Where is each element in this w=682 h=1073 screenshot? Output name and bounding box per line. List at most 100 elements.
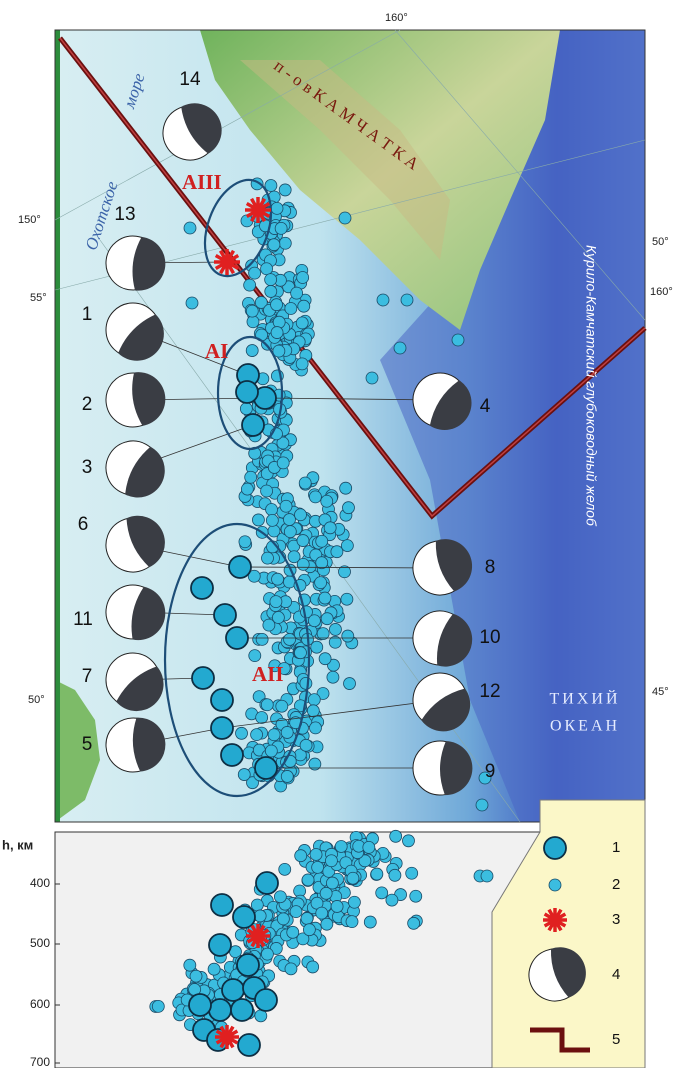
zone-label: AII [252,662,284,686]
event [285,963,297,975]
event [316,535,328,547]
large-event [237,954,259,976]
event [329,623,341,635]
event [208,963,220,975]
event [390,830,402,842]
event [251,729,263,741]
event [261,485,273,497]
large-event [214,604,236,626]
event [331,546,343,558]
mechanism-label: 6 [78,514,89,535]
legend-label: 5 [612,1031,620,1048]
zone-label: AI [205,339,228,363]
event [252,514,264,526]
graticule-label: 160° [650,286,673,298]
event [261,948,273,960]
event [339,212,351,224]
event [290,906,302,918]
event [268,239,280,251]
mechanism-label: 5 [82,734,93,755]
event [297,558,309,570]
event [341,593,353,605]
legend-label: 3 [612,911,620,928]
event [279,863,291,875]
event [371,868,383,880]
legend-label: 2 [612,876,620,893]
large-event [191,577,213,599]
event [549,879,561,891]
large-event [226,627,248,649]
event [296,317,308,329]
event [307,705,319,717]
event [335,840,347,852]
event [279,237,291,249]
event [309,491,321,503]
event [276,700,288,712]
mechanism-label: 12 [479,681,500,702]
event [186,297,198,309]
event [256,712,268,724]
event [281,726,293,738]
event [254,910,266,922]
ocean-label: ОКЕАН [550,718,620,735]
event [190,970,202,982]
event [347,872,359,884]
large-event [231,999,253,1021]
large-event [222,979,244,1001]
large-event [256,872,278,894]
event [272,573,284,585]
event [246,345,258,357]
event [321,918,333,930]
event [238,769,250,781]
event [309,722,321,734]
event [281,770,293,782]
event [262,552,274,564]
event [268,729,280,741]
event [321,495,333,507]
large-event [211,689,233,711]
event [271,299,283,311]
large-event [209,934,231,956]
event [184,959,196,971]
event [298,300,310,312]
event [271,327,283,339]
event [270,596,282,608]
event [284,526,296,538]
event [326,877,338,889]
event [283,514,295,526]
event [239,536,251,548]
event [315,577,327,589]
event [325,855,337,867]
axis-label: h, км [2,837,33,852]
event [331,900,343,912]
event [308,694,320,706]
y-tick-label: 700 [30,1055,50,1068]
event [263,619,275,631]
event [251,899,263,911]
event [261,699,273,711]
event [241,483,253,495]
event [266,503,278,515]
event [299,477,311,489]
zone-label: AIII [182,170,222,194]
y-tick-label: 600 [30,997,50,1011]
event [316,907,328,919]
event [287,926,299,938]
event [389,869,401,881]
mechanism-label: 10 [479,627,500,648]
event [300,677,312,689]
mechanism-label: 8 [485,557,496,578]
graticule-label: 50° [28,694,45,706]
event [284,633,296,645]
event [285,303,297,315]
event [279,184,291,196]
large-event [229,556,251,578]
event [363,841,375,853]
event [247,316,259,328]
mechanism-label: 13 [114,204,135,225]
mechanism-label: 9 [485,761,496,782]
event [291,287,303,299]
large-event [238,1034,260,1056]
event [303,924,315,936]
large-event [242,414,264,436]
